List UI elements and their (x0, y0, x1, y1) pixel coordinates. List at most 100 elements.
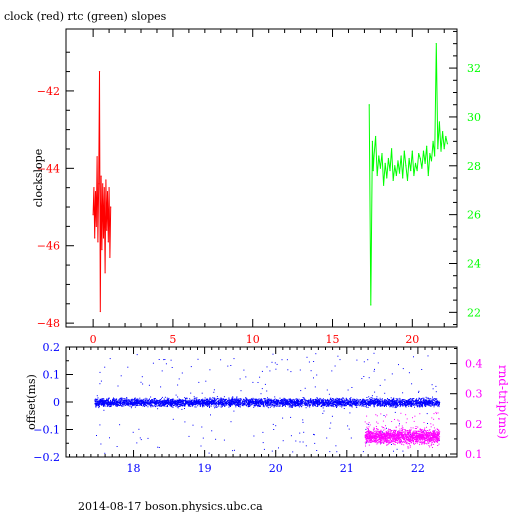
offset-point (319, 401, 321, 403)
offset-point (417, 402, 419, 404)
offset-point (179, 405, 180, 407)
offset-point (347, 403, 349, 405)
offset-point (107, 399, 109, 401)
offset-point (158, 359, 160, 360)
offset-point (366, 406, 368, 408)
offset-point (318, 402, 320, 404)
offset-point (193, 401, 195, 403)
offset-point (400, 400, 402, 402)
offset-point (425, 396, 427, 398)
offset-point (321, 404, 323, 406)
offset-point (167, 400, 168, 402)
offset-point (304, 401, 306, 403)
offset-point (281, 403, 283, 405)
offset-point (351, 387, 353, 388)
offset-point (380, 399, 382, 401)
offset-point (233, 399, 235, 401)
offset-point (95, 401, 97, 403)
offset-point (426, 403, 428, 404)
offset-point (265, 404, 267, 406)
offset-point (332, 398, 334, 400)
offset-point (287, 401, 289, 403)
offset-point (333, 401, 335, 403)
offset-point (379, 401, 381, 403)
offset-point (143, 400, 145, 402)
offset-point (202, 403, 204, 405)
offset-point (159, 399, 161, 401)
offset-point (284, 398, 286, 400)
offset-point (107, 397, 109, 399)
offset-point (438, 404, 439, 406)
offset-point (376, 405, 378, 407)
offset-point (120, 398, 122, 399)
offset-point (290, 407, 292, 408)
offset-point (410, 405, 412, 407)
offset-point (95, 406, 97, 408)
clock-line-point (98, 70, 101, 73)
offset-point (145, 402, 147, 404)
offset-point (273, 429, 275, 430)
offset-point (379, 397, 381, 399)
offset-point (365, 404, 367, 405)
offset-point (126, 400, 128, 402)
offset-point (202, 404, 204, 406)
offset-point (248, 405, 250, 407)
clock-line-point (106, 229, 108, 231)
offset-point (389, 404, 391, 406)
offset-point (158, 403, 160, 405)
offset-point (399, 398, 401, 400)
offset-point (310, 402, 312, 404)
offset-point (397, 405, 399, 407)
offset-point (107, 403, 109, 405)
offset-point (416, 406, 418, 408)
offset-point (239, 401, 241, 403)
offset-point (288, 402, 290, 404)
clock-line-point (97, 241, 99, 243)
offset-point (125, 403, 127, 405)
offset-point (374, 391, 376, 393)
offset-point (216, 404, 217, 406)
offset-point (335, 401, 337, 403)
offset-point (289, 403, 291, 405)
offset-point (109, 400, 111, 402)
rtc-line-point (418, 152, 420, 155)
offset-point (342, 397, 344, 399)
offset-point (273, 405, 275, 407)
offset-point (174, 401, 176, 403)
offset-point (136, 404, 137, 406)
offset-point (341, 405, 343, 406)
offset-point (270, 404, 271, 406)
offset-point (143, 398, 145, 400)
offset-point (228, 398, 230, 400)
offset-point (361, 378, 363, 380)
offset-point (291, 406, 293, 408)
offset-point (275, 400, 277, 402)
offset-point (172, 398, 174, 400)
offset-point (321, 399, 323, 401)
offset-point (350, 404, 352, 406)
offset-point (116, 405, 118, 407)
offset-point (217, 400, 219, 402)
offset-point (161, 398, 162, 400)
offset-point (433, 406, 435, 408)
offset-point (322, 405, 324, 407)
offset-point (307, 403, 309, 404)
rtc-line-point (410, 170, 412, 172)
offset-point (347, 402, 349, 403)
offset-point (118, 402, 119, 404)
rtc-line-point (370, 304, 372, 306)
offset-point (254, 400, 256, 402)
offset-point (299, 402, 301, 404)
offset-point (344, 403, 346, 405)
offset-point (368, 396, 370, 398)
offset-point (160, 403, 162, 405)
offset-point (285, 401, 286, 403)
offset-point (386, 402, 388, 404)
offset-point (400, 402, 402, 404)
offset-point (148, 399, 150, 400)
rtc-line-point (442, 130, 444, 133)
offset-point (206, 404, 208, 406)
offset-point (432, 404, 434, 406)
offset-point (255, 398, 257, 400)
offset-point (375, 399, 377, 401)
